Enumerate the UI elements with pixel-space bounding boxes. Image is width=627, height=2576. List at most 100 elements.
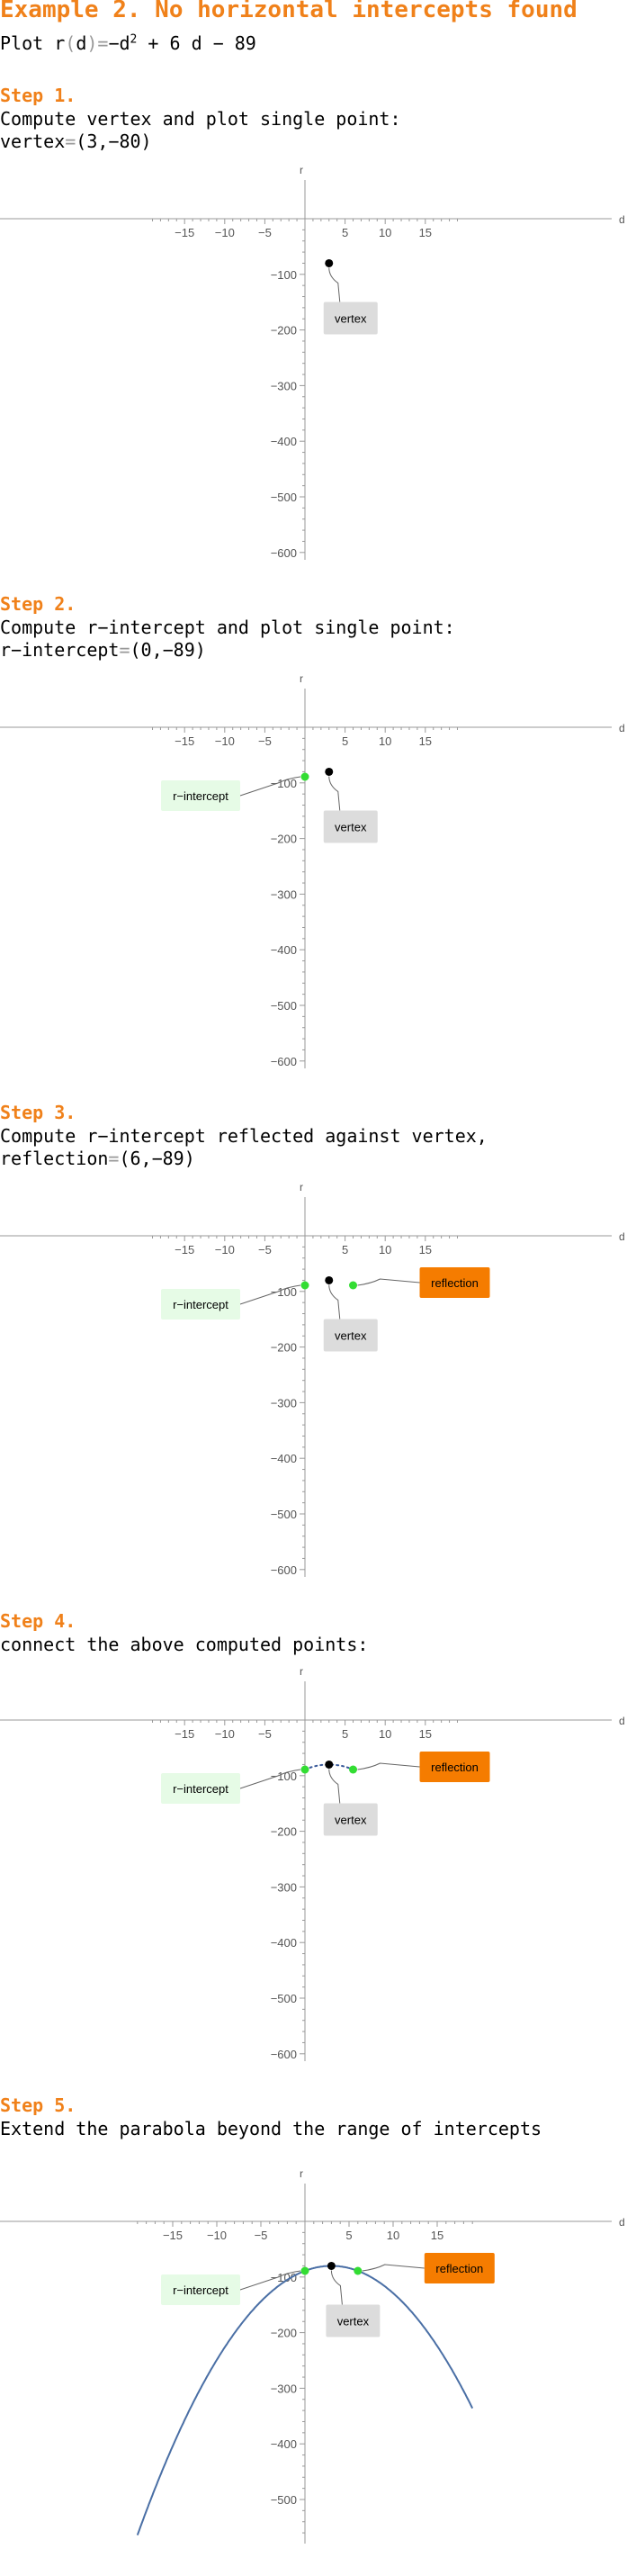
r-intercept-label: r−intercept (173, 2283, 228, 2297)
x-axis-label: d (619, 1715, 625, 1727)
x-tick-label: 15 (419, 226, 432, 239)
y-tick-label: −100 (271, 268, 297, 282)
y-axis-label: r (300, 2167, 303, 2180)
reflection-point (354, 2266, 363, 2275)
y-tick-label: −100 (271, 1770, 297, 1783)
y-tick-label: −100 (271, 1285, 297, 1299)
x-tick-label: −10 (215, 734, 235, 748)
y-tick-label: −300 (271, 1880, 297, 1894)
x-tick-label: 5 (345, 2229, 352, 2242)
x-tick-label: 5 (342, 1727, 348, 1741)
vertex-point (325, 258, 334, 267)
vertex-label-box (323, 302, 378, 335)
x-tick-label: 15 (419, 1243, 432, 1256)
y-tick-label: −400 (271, 1452, 297, 1465)
r-intercept-label: r−intercept (173, 1782, 228, 1796)
vertex-label: vertex (335, 311, 367, 325)
x-tick-label: −10 (215, 1727, 235, 1741)
x-tick-label: 10 (379, 1727, 391, 1741)
step-5-desc: Extend the parabola beyond the range of … (0, 2118, 542, 2139)
r-intercept-point (300, 772, 309, 781)
vertex-label: vertex (335, 1329, 367, 1342)
y-tick-label: −300 (271, 887, 297, 901)
step-2-label: Step 2. (0, 593, 76, 615)
reflection-leader-line (357, 1278, 420, 1286)
x-tick-label: −15 (175, 226, 194, 239)
r-intercept-label-box (161, 1289, 240, 1320)
y-tick-label: −400 (271, 2437, 297, 2451)
step-1-label: Step 1. (0, 85, 76, 106)
vertex-point (325, 767, 334, 776)
x-tick-label: −15 (175, 734, 194, 748)
r-intercept-point (300, 2266, 309, 2275)
x-tick-label: −10 (215, 1243, 235, 1256)
y-tick-label: −500 (271, 1508, 297, 1521)
step-2-desc: Compute r−intercept and plot single poin… (0, 617, 455, 661)
y-tick-label: −300 (271, 2382, 297, 2395)
vertex-label: vertex (337, 2314, 370, 2328)
r-intercept-point (300, 1281, 309, 1290)
r-intercept-label-box (161, 780, 240, 812)
y-tick-label: −200 (271, 1825, 297, 1839)
y-tick-label: −400 (271, 435, 297, 448)
reflection-leader-line (362, 2264, 425, 2272)
vertex-label: vertex (335, 820, 367, 833)
vertex-label-box (326, 2304, 381, 2337)
plot-function-line: Plot r(d)=−d2 + 6 d − 89 (0, 32, 256, 54)
x-tick-label: −10 (207, 2229, 227, 2242)
x-tick-label: 10 (379, 1243, 391, 1256)
x-tick-label: 10 (379, 734, 391, 748)
x-tick-label: 15 (419, 1727, 432, 1741)
step-5-label: Step 5. (0, 2094, 76, 2116)
y-tick-label: −500 (271, 1992, 297, 2005)
step-3-label: Step 3. (0, 1102, 76, 1123)
reflection-leader-line (357, 1762, 420, 1770)
r-intercept-label: r−intercept (173, 1298, 228, 1311)
x-axis-label: d (619, 722, 625, 734)
x-tick-label: 15 (431, 2229, 443, 2242)
y-axis-label: r (300, 1181, 303, 1193)
r-intercept-leader-line (239, 776, 301, 797)
vertex-point (325, 1760, 334, 1769)
x-tick-label: −5 (258, 226, 272, 239)
x-tick-label: 5 (342, 226, 348, 239)
x-tick-label: 15 (419, 734, 432, 748)
x-tick-label: −10 (215, 226, 235, 239)
step-4-label: Step 4. (0, 1610, 76, 1632)
vertex-label-box (323, 810, 378, 843)
x-tick-label: 10 (379, 226, 391, 239)
x-tick-label: −15 (163, 2229, 183, 2242)
y-tick-label: −500 (271, 2493, 297, 2507)
y-tick-label: −400 (271, 943, 297, 957)
step-3-desc: Compute r−intercept reflected against ve… (0, 1125, 488, 1169)
y-tick-label: −200 (271, 833, 297, 846)
r-intercept-leader-line (239, 1284, 301, 1305)
vertex-leader-line (328, 776, 341, 811)
x-tick-label: 5 (342, 1243, 348, 1256)
reflection-label: reflection (435, 2262, 483, 2275)
x-tick-label: −5 (255, 2229, 268, 2242)
x-tick-label: 10 (387, 2229, 399, 2242)
y-tick-label: −400 (271, 1936, 297, 1950)
y-tick-label: −100 (271, 2271, 297, 2284)
x-tick-label: 5 (342, 734, 348, 748)
x-tick-label: −15 (175, 1727, 194, 1741)
vertex-leader-line (328, 1284, 341, 1320)
step-4-desc: connect the above computed points: (0, 1634, 369, 1655)
y-tick-label: −600 (271, 546, 297, 560)
y-tick-label: −200 (271, 324, 297, 338)
y-tick-label: −300 (271, 379, 297, 392)
y-axis-label: r (300, 1665, 303, 1678)
reflection-point (349, 1281, 358, 1290)
y-tick-label: −600 (271, 2048, 297, 2061)
y-axis-label: r (300, 164, 303, 176)
y-tick-label: −500 (271, 999, 297, 1013)
y-axis-label: r (300, 672, 303, 685)
x-axis-label: d (619, 213, 625, 226)
reflection-label-box (424, 2253, 495, 2284)
r-intercept-point (300, 1765, 309, 1774)
